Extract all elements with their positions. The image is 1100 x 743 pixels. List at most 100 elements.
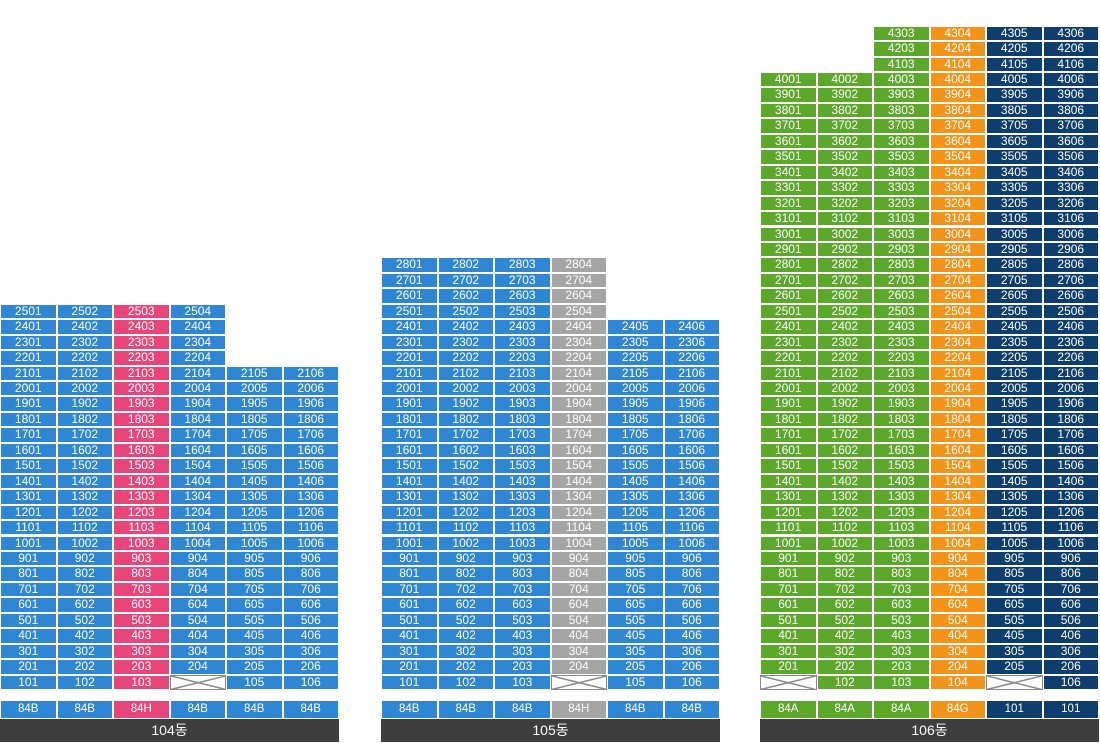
unit-type-label: 84B bbox=[56, 700, 113, 719]
unit-cell: 705 bbox=[226, 581, 283, 598]
unit-cell: 2003 bbox=[113, 381, 170, 397]
unit-cell: 1805 bbox=[226, 411, 283, 428]
unit-cell: 1202 bbox=[56, 504, 113, 521]
unit-cell: 2101 bbox=[381, 365, 438, 381]
unit-cell: 1302 bbox=[56, 489, 113, 505]
unit-cell: 1504 bbox=[550, 458, 607, 474]
unit-cell: 2503 bbox=[873, 303, 930, 320]
unit-cell: 1103 bbox=[494, 520, 551, 536]
unit-cell: 1801 bbox=[0, 411, 57, 428]
unit-type-label: 84B bbox=[437, 700, 494, 719]
unit-cell: 2503 bbox=[494, 303, 551, 320]
unit-cell: 301 bbox=[0, 643, 57, 660]
unit-cell: 106 bbox=[663, 674, 720, 690]
unit-type-label: 84B bbox=[169, 700, 226, 719]
unit-cell: 1906 bbox=[663, 396, 720, 412]
unit-cell: 2003 bbox=[873, 381, 930, 397]
unit-cell: 2105 bbox=[226, 365, 283, 381]
unit-cell: 805 bbox=[607, 566, 664, 582]
unit-cell: 305 bbox=[226, 643, 283, 660]
unit-cell: 2702 bbox=[816, 272, 873, 289]
unit-cell: 2104 bbox=[550, 365, 607, 381]
unit-cell: 701 bbox=[381, 581, 438, 598]
unit-cell: 1303 bbox=[494, 489, 551, 505]
empty-unit bbox=[760, 674, 817, 690]
unit-cell: 2504 bbox=[929, 303, 986, 320]
unit-cell: 405 bbox=[607, 628, 664, 644]
unit-cell: 1505 bbox=[226, 458, 283, 474]
unit-cell: 4006 bbox=[1042, 72, 1099, 88]
unit-cell: 1406 bbox=[1042, 473, 1099, 490]
unit-cell: 602 bbox=[437, 597, 494, 613]
unit-cell: 1405 bbox=[607, 473, 664, 490]
unit-cell: 202 bbox=[437, 659, 494, 675]
unit-cell: 205 bbox=[226, 659, 283, 675]
unit-cell: 1703 bbox=[113, 427, 170, 443]
unit-cell: 3501 bbox=[760, 149, 817, 165]
unit-cell: 903 bbox=[873, 550, 930, 567]
unit-cell: 3701 bbox=[760, 118, 817, 134]
unit-cell: 304 bbox=[929, 643, 986, 660]
unit-cell: 4005 bbox=[986, 72, 1043, 88]
unit-cell: 1005 bbox=[986, 535, 1043, 551]
unit-cell: 1601 bbox=[760, 442, 817, 459]
unit-cell: 4003 bbox=[873, 72, 930, 88]
unit-cell: 1104 bbox=[169, 520, 226, 536]
unit-cell: 304 bbox=[169, 643, 226, 660]
unit-cell: 3102 bbox=[816, 211, 873, 227]
unit-cell: 4103 bbox=[873, 56, 930, 72]
unit-cell: 1005 bbox=[226, 535, 283, 551]
unit-cell: 102 bbox=[437, 674, 494, 690]
unit-cell: 1301 bbox=[760, 489, 817, 505]
unit-cell: 2803 bbox=[494, 257, 551, 273]
unit-cell: 2002 bbox=[56, 381, 113, 397]
unit-cell: 1705 bbox=[986, 427, 1043, 443]
unit-cell: 204 bbox=[929, 659, 986, 675]
unit-cell: 3905 bbox=[986, 87, 1043, 103]
unit-cell: 906 bbox=[663, 550, 720, 567]
unit-cell: 402 bbox=[816, 628, 873, 644]
unit-cell: 203 bbox=[113, 659, 170, 675]
unit-cell: 303 bbox=[494, 643, 551, 660]
unit-cell: 2502 bbox=[816, 303, 873, 320]
building-label: 105동 bbox=[381, 719, 720, 742]
unit-cell: 1206 bbox=[282, 504, 339, 521]
unit-cell: 2704 bbox=[550, 272, 607, 289]
unit-cell: 202 bbox=[56, 659, 113, 675]
unit-cell: 204 bbox=[169, 659, 226, 675]
unit-cell: 201 bbox=[760, 659, 817, 675]
unit-cell: 206 bbox=[663, 659, 720, 675]
unit-cell: 1503 bbox=[873, 458, 930, 474]
unit-cell: 1506 bbox=[663, 458, 720, 474]
unit-cell: 901 bbox=[0, 550, 57, 567]
unit-cell: 406 bbox=[282, 628, 339, 644]
unit-cell: 1004 bbox=[929, 535, 986, 551]
unit-cell: 403 bbox=[494, 628, 551, 644]
unit-cell: 1904 bbox=[929, 396, 986, 412]
unit-cell: 1204 bbox=[929, 504, 986, 521]
unit-cell: 1605 bbox=[986, 442, 1043, 459]
unit-cell: 905 bbox=[986, 550, 1043, 567]
unit-type-label: 101 bbox=[1042, 700, 1099, 719]
unit-cell: 3104 bbox=[929, 211, 986, 227]
unit-cell: 4004 bbox=[929, 72, 986, 88]
unit-cell: 601 bbox=[381, 597, 438, 613]
unit-cell: 804 bbox=[929, 566, 986, 582]
unit-cell: 1203 bbox=[873, 504, 930, 521]
unit-cell: 603 bbox=[113, 597, 170, 613]
unit-cell: 803 bbox=[873, 566, 930, 582]
unit-cell: 1106 bbox=[282, 520, 339, 536]
unit-cell: 3702 bbox=[816, 118, 873, 134]
unit-cell: 1201 bbox=[760, 504, 817, 521]
unit-cell: 1202 bbox=[437, 504, 494, 521]
unit-cell: 306 bbox=[663, 643, 720, 660]
unit-cell: 3202 bbox=[816, 195, 873, 212]
unit-cell: 3505 bbox=[986, 149, 1043, 165]
unit-cell: 2904 bbox=[929, 241, 986, 258]
unit-cell: 4303 bbox=[873, 25, 930, 42]
unit-type-label: 84H bbox=[113, 700, 170, 719]
unit-cell: 3603 bbox=[873, 133, 930, 150]
unit-cell: 2304 bbox=[550, 334, 607, 351]
unit-cell: 2306 bbox=[663, 334, 720, 351]
unit-cell: 3703 bbox=[873, 118, 930, 134]
